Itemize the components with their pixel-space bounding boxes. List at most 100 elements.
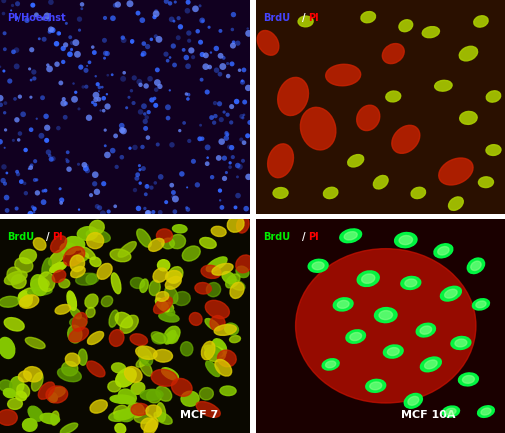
Ellipse shape [70, 255, 84, 271]
Point [208, 174, 216, 181]
Ellipse shape [164, 326, 180, 343]
Point [56, 185, 64, 192]
Ellipse shape [473, 16, 487, 27]
Point [183, 206, 191, 213]
Point [0, 10, 8, 17]
Ellipse shape [62, 362, 78, 376]
Point [90, 180, 98, 187]
Point [27, 126, 35, 133]
Point [138, 51, 146, 58]
Ellipse shape [18, 371, 31, 382]
Ellipse shape [48, 249, 65, 265]
Point [30, 68, 38, 75]
Point [220, 175, 228, 182]
Point [201, 52, 210, 59]
Point [218, 204, 226, 211]
Ellipse shape [148, 239, 164, 252]
Point [207, 49, 215, 56]
Point [152, 102, 160, 109]
Point [75, 206, 83, 213]
Ellipse shape [153, 268, 167, 282]
Ellipse shape [65, 353, 80, 366]
Ellipse shape [110, 249, 131, 262]
Point [1, 30, 9, 37]
Point [30, 209, 38, 216]
Ellipse shape [115, 423, 126, 433]
Ellipse shape [42, 258, 51, 277]
Point [126, 0, 134, 7]
Point [57, 80, 65, 87]
Point [179, 46, 187, 53]
Text: /: / [46, 232, 50, 242]
Point [74, 161, 82, 168]
Ellipse shape [437, 246, 448, 255]
Ellipse shape [152, 333, 167, 344]
Point [184, 63, 192, 70]
Ellipse shape [8, 398, 22, 410]
Ellipse shape [38, 382, 55, 399]
Point [183, 184, 191, 191]
Point [64, 149, 72, 156]
Ellipse shape [398, 20, 412, 32]
Ellipse shape [398, 236, 412, 245]
Ellipse shape [86, 274, 96, 284]
Ellipse shape [114, 409, 135, 420]
Ellipse shape [25, 337, 45, 349]
Ellipse shape [114, 405, 127, 417]
Point [169, 42, 177, 49]
Point [130, 74, 138, 81]
Ellipse shape [361, 274, 374, 283]
Ellipse shape [201, 341, 215, 360]
Ellipse shape [0, 337, 15, 359]
Point [185, 138, 193, 145]
Ellipse shape [212, 263, 233, 275]
Text: PI/Hoechst: PI/Hoechst [8, 13, 66, 23]
Point [146, 75, 154, 82]
Point [164, 104, 172, 111]
Ellipse shape [76, 252, 88, 262]
Point [196, 135, 205, 142]
Text: BrdU: BrdU [263, 232, 289, 242]
Ellipse shape [156, 386, 171, 401]
Ellipse shape [236, 216, 248, 233]
Ellipse shape [87, 332, 104, 345]
Point [64, 158, 72, 165]
Ellipse shape [5, 271, 27, 284]
Ellipse shape [235, 266, 248, 278]
Point [144, 210, 152, 216]
Point [13, 116, 21, 123]
Ellipse shape [295, 249, 475, 403]
Point [91, 101, 99, 108]
Point [100, 37, 108, 44]
Ellipse shape [444, 289, 456, 298]
Point [222, 169, 230, 176]
Ellipse shape [156, 291, 168, 301]
Point [53, 61, 61, 68]
Ellipse shape [4, 388, 16, 398]
Point [67, 46, 75, 53]
Ellipse shape [477, 406, 493, 417]
Point [128, 39, 136, 45]
Point [154, 141, 162, 148]
Point [229, 39, 237, 46]
Ellipse shape [23, 419, 37, 431]
Point [98, 210, 107, 216]
Point [90, 49, 98, 56]
Point [143, 209, 152, 216]
Ellipse shape [394, 233, 416, 248]
Ellipse shape [157, 260, 170, 271]
Point [9, 137, 17, 144]
Point [100, 55, 109, 61]
Text: /: / [301, 232, 305, 242]
Point [210, 119, 218, 126]
Point [28, 46, 36, 53]
Text: BrdU: BrdU [8, 232, 34, 242]
Ellipse shape [63, 247, 84, 266]
Ellipse shape [434, 81, 451, 91]
Point [240, 99, 248, 106]
Ellipse shape [181, 391, 199, 406]
Ellipse shape [60, 243, 76, 255]
Ellipse shape [90, 257, 101, 267]
Point [62, 100, 70, 107]
Point [139, 50, 147, 57]
